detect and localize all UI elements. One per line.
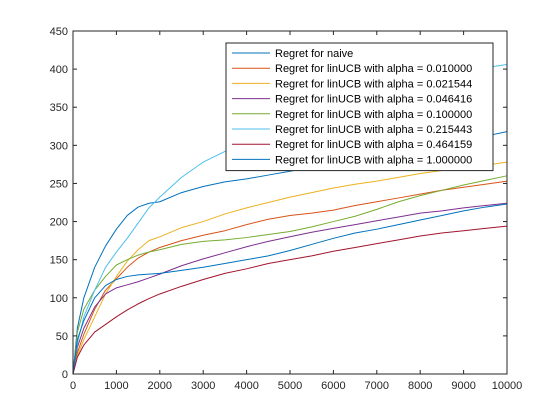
series-line-8 <box>72 203 508 375</box>
legend-label-7: Regret for linUCB with alpha = 0.464159 <box>275 139 472 151</box>
x-tick-label: 4000 <box>234 380 258 392</box>
x-tick-label: 8000 <box>408 380 432 392</box>
x-tick-label: 9000 <box>451 380 475 392</box>
y-tick-label: 0 <box>62 369 68 381</box>
plot-area: 0 1000 2000 3000 4000 5000 6000 7000 8000 9000 100… <box>50 26 523 392</box>
series-line-2 <box>72 180 508 375</box>
y-tick-label: 400 <box>50 64 68 76</box>
x-tick-label: 1000 <box>104 380 128 392</box>
legend-label-6: Regret for linUCB with alpha = 0.215443 <box>275 124 472 136</box>
x-axis-ticks: 0 1000 2000 3000 4000 5000 6000 7000 8000 9000 100… <box>70 31 522 392</box>
series-line-7 <box>72 225 508 375</box>
series-line-3 <box>72 161 508 375</box>
y-axis-ticks: 0 50 100 150 200 250 300 350 400 450 <box>50 26 507 381</box>
x-tick-label: 10000 <box>492 380 523 392</box>
x-tick-label: 0 <box>70 380 76 392</box>
legend-label-4: Regret for linUCB with alpha = 0.046416 <box>275 94 472 106</box>
x-tick-label: 2000 <box>148 380 172 392</box>
y-tick-label: 50 <box>56 331 68 343</box>
legend-label-1: Regret for naive <box>275 48 353 60</box>
y-tick-label: 350 <box>50 102 68 114</box>
y-tick-label: 300 <box>50 140 68 152</box>
y-tick-label: 250 <box>50 178 68 190</box>
legend-label-5: Regret for linUCB with alpha = 0.100000 <box>275 109 472 121</box>
series-line-4 <box>72 202 508 375</box>
legend-label-2: Regret for linUCB with alpha = 0.010000 <box>275 63 472 75</box>
series-layer <box>72 64 508 375</box>
x-tick-label: 6000 <box>321 380 345 392</box>
x-tick-label: 5000 <box>278 380 302 392</box>
legend-label-8: Regret for linUCB with alpha = 1.000000 <box>275 154 472 166</box>
legend-box <box>225 42 494 172</box>
legend-label-3: Regret for linUCB with alpha = 0.021544 <box>275 78 472 90</box>
series-line-5 <box>72 175 508 375</box>
legend: Regret for naive Regret for linUCB with a… <box>225 42 494 172</box>
x-tick-label: 3000 <box>191 380 215 392</box>
x-tick-label: 7000 <box>365 380 389 392</box>
y-tick-label: 200 <box>50 217 68 229</box>
y-tick-label: 100 <box>50 293 68 305</box>
y-tick-label: 150 <box>50 255 68 267</box>
y-tick-label: 450 <box>50 26 68 38</box>
